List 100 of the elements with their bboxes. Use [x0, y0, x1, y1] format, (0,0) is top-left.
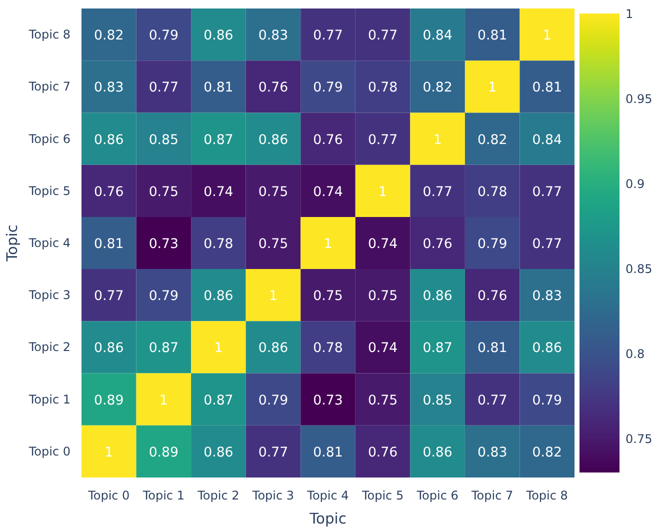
data-label: 0.75 [258, 237, 288, 252]
data-label: 0.86 [204, 289, 234, 304]
x-tick-label: Topic 1 [142, 488, 184, 502]
data-label: 0.87 [422, 341, 452, 356]
data-label: 0.77 [422, 184, 452, 200]
data-label: 0.85 [422, 393, 452, 408]
x-tick-label: Topic 5 [360, 488, 404, 502]
x-tick-label: Topic 8 [525, 488, 568, 502]
data-label: 0.83 [477, 445, 508, 460]
x-tick-label: Topic 0 [87, 488, 130, 502]
y-tick-label: Topic 8 [28, 28, 71, 42]
data-label: 0.77 [368, 28, 398, 44]
data-label: 1 [324, 237, 332, 252]
data-label: 0.87 [204, 393, 234, 408]
data-label: 0.75 [313, 289, 343, 304]
data-label: 1 [433, 132, 442, 148]
data-label: 0.86 [94, 132, 124, 148]
data-label: 0.73 [313, 393, 343, 408]
data-label: 0.78 [313, 341, 343, 356]
data-label: 0.75 [148, 184, 179, 200]
data-label: 0.74 [313, 184, 343, 200]
data-label: 0.81 [477, 341, 508, 356]
data-label: 1 [214, 341, 223, 356]
data-label: 0.82 [422, 80, 452, 96]
y-tick-label: Topic 2 [28, 340, 71, 354]
data-label: 0.86 [94, 341, 124, 356]
x-tick-label: Topic 2 [196, 488, 240, 502]
data-label: 0.76 [477, 289, 508, 304]
data-label: 0.74 [368, 237, 398, 252]
y-tick-label: Topic 0 [28, 444, 71, 458]
data-label: 0.85 [148, 132, 179, 148]
data-label: 0.86 [204, 28, 234, 44]
color-bar-label: 0.95 [626, 92, 652, 106]
data-label: 0.78 [368, 80, 398, 96]
data-label: 0.89 [94, 393, 124, 408]
data-label: 0.87 [148, 341, 179, 356]
data-label: 0.76 [313, 132, 343, 148]
data-label: 0.73 [148, 237, 179, 252]
data-label: 0.77 [258, 445, 288, 460]
data-label: 0.81 [532, 80, 562, 96]
data-label: 0.79 [313, 80, 343, 96]
data-label: 1 [104, 445, 114, 460]
data-label: 0.83 [532, 289, 562, 304]
data-label: 0.79 [532, 393, 562, 408]
data-label: 0.84 [422, 28, 452, 44]
data-label: 0.77 [532, 237, 562, 252]
data-label: 1 [488, 80, 497, 96]
y-tick-label: Topic 7 [28, 80, 71, 94]
data-label: 0.77 [94, 289, 124, 304]
data-label: 0.76 [422, 237, 452, 252]
color-bar-label: 0.75 [626, 432, 652, 446]
data-label: 0.75 [368, 393, 398, 408]
data-label: 1 [268, 289, 278, 304]
data-label: 0.78 [477, 184, 508, 200]
data-label: 0.86 [532, 341, 562, 356]
data-label: 1 [159, 393, 168, 408]
data-label: 0.77 [532, 184, 562, 200]
data-label: 0.83 [258, 28, 288, 44]
data-label: 0.82 [477, 132, 508, 148]
y-tick-label: Topic 6 [28, 132, 71, 146]
data-label: 0.81 [477, 28, 508, 44]
y-tick-label: Topic 1 [28, 392, 71, 406]
data-label: 0.86 [258, 341, 288, 356]
data-label: 0.82 [94, 28, 124, 44]
color-bar-label: 0.9 [626, 177, 645, 191]
x-axis-title: Topic [308, 510, 346, 528]
data-label: 1 [542, 28, 552, 44]
data-label: 0.79 [258, 393, 288, 408]
data-label: 0.86 [422, 289, 452, 304]
data-label: 0.89 [148, 445, 179, 460]
data-label: 0.81 [204, 80, 234, 96]
data-label: 0.81 [313, 445, 343, 460]
data-label: 0.87 [204, 132, 234, 148]
data-label: 0.81 [94, 237, 124, 252]
data-label: 0.77 [368, 132, 398, 148]
data-label: 0.86 [422, 445, 452, 460]
data-label: 0.79 [148, 289, 179, 304]
color-bar-label: 0.8 [626, 347, 645, 361]
y-tick-label: Topic 4 [28, 236, 71, 250]
data-label: 0.76 [258, 80, 288, 96]
data-label: 0.86 [204, 445, 234, 460]
y-axis-title: Topic [4, 224, 21, 262]
data-label: 0.77 [313, 28, 343, 44]
data-label: 0.77 [477, 393, 508, 408]
data-label: 0.79 [148, 28, 179, 44]
data-label: 0.77 [148, 80, 179, 96]
data-label: 0.86 [258, 132, 288, 148]
data-label: 0.75 [258, 184, 288, 200]
data-label: 0.74 [368, 341, 398, 356]
data-label: 0.74 [204, 184, 234, 200]
data-label: 0.84 [532, 132, 562, 148]
color-bar-label: 0.85 [626, 262, 652, 276]
x-tick-label: Topic 4 [306, 488, 349, 502]
color-bar-label: 1 [626, 7, 634, 21]
y-tick-label: Topic 5 [28, 184, 71, 198]
y-tick-label: Topic 3 [28, 288, 71, 302]
x-tick-label: Topic 3 [251, 488, 294, 502]
data-label: 0.83 [94, 80, 124, 96]
data-label: 0.79 [477, 237, 508, 252]
data-label: 1 [378, 184, 388, 200]
